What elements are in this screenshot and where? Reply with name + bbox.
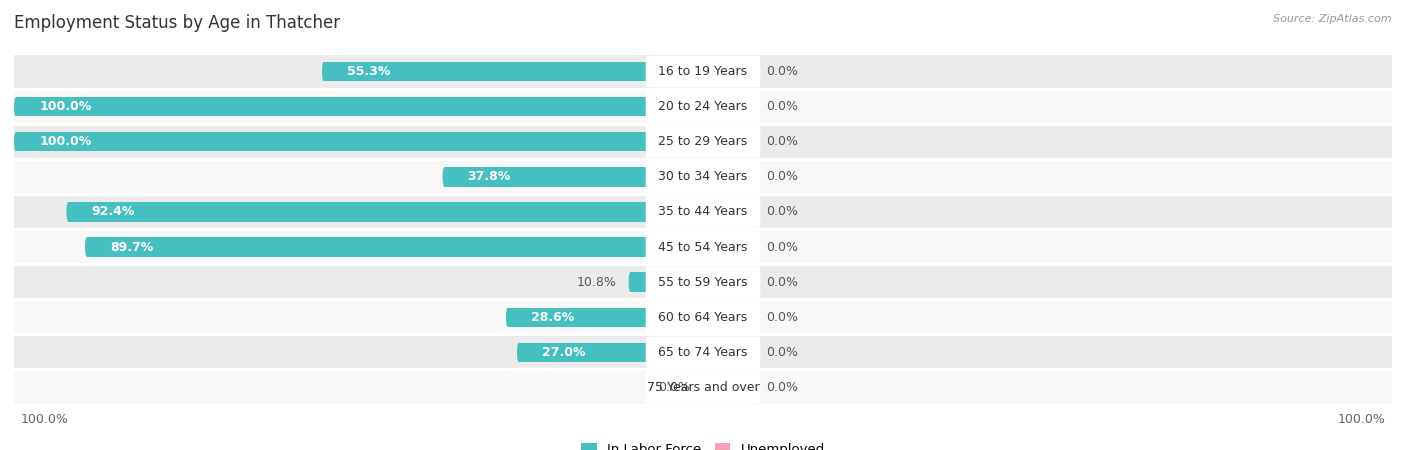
Text: 30 to 34 Years: 30 to 34 Years <box>658 171 748 183</box>
Bar <box>67 202 703 221</box>
Bar <box>703 238 751 256</box>
Circle shape <box>14 97 17 116</box>
Bar <box>14 90 1392 123</box>
Bar <box>15 97 703 116</box>
Text: 55.3%: 55.3% <box>347 65 391 78</box>
Text: 27.0%: 27.0% <box>543 346 585 359</box>
Text: 55 to 59 Years: 55 to 59 Years <box>658 276 748 288</box>
Circle shape <box>506 308 509 327</box>
Circle shape <box>749 202 754 221</box>
FancyBboxPatch shape <box>645 56 761 87</box>
Bar <box>444 167 703 186</box>
Text: 45 to 54 Years: 45 to 54 Years <box>658 241 748 253</box>
Text: 0.0%: 0.0% <box>766 241 797 253</box>
Bar <box>703 132 751 151</box>
Circle shape <box>749 308 754 327</box>
Text: 0.0%: 0.0% <box>766 381 797 394</box>
Text: 37.8%: 37.8% <box>468 171 510 183</box>
Text: 100.0%: 100.0% <box>39 100 91 113</box>
Text: 0.0%: 0.0% <box>766 311 797 324</box>
Bar <box>508 308 703 327</box>
Bar <box>703 202 751 221</box>
Circle shape <box>84 238 89 256</box>
FancyBboxPatch shape <box>645 126 761 158</box>
Text: 75 Years and over: 75 Years and over <box>647 381 759 394</box>
Circle shape <box>749 378 754 397</box>
Text: 0.0%: 0.0% <box>766 135 797 148</box>
Text: 0.0%: 0.0% <box>766 206 797 218</box>
Text: 89.7%: 89.7% <box>110 241 153 253</box>
Text: 0.0%: 0.0% <box>766 100 797 113</box>
Circle shape <box>628 273 633 292</box>
Circle shape <box>749 167 754 186</box>
Text: 60 to 64 Years: 60 to 64 Years <box>658 311 748 324</box>
Circle shape <box>749 273 754 292</box>
Text: 35 to 44 Years: 35 to 44 Years <box>658 206 748 218</box>
FancyBboxPatch shape <box>645 231 761 263</box>
Text: Source: ZipAtlas.com: Source: ZipAtlas.com <box>1274 14 1392 23</box>
Text: 0.0%: 0.0% <box>766 171 797 183</box>
FancyBboxPatch shape <box>645 372 761 403</box>
Bar <box>15 132 703 151</box>
Circle shape <box>322 62 325 81</box>
Bar <box>703 273 751 292</box>
Text: Employment Status by Age in Thatcher: Employment Status by Age in Thatcher <box>14 14 340 32</box>
Text: 100.0%: 100.0% <box>39 135 91 148</box>
Circle shape <box>517 343 520 362</box>
Bar <box>630 273 703 292</box>
Bar <box>14 126 1392 158</box>
Circle shape <box>443 167 446 186</box>
Text: 10.8%: 10.8% <box>576 276 616 288</box>
Circle shape <box>749 238 754 256</box>
Bar <box>703 378 751 397</box>
Bar <box>14 196 1392 228</box>
Text: 100.0%: 100.0% <box>1337 413 1386 426</box>
Text: 28.6%: 28.6% <box>531 311 574 324</box>
Text: 16 to 19 Years: 16 to 19 Years <box>658 65 748 78</box>
Text: 0.0%: 0.0% <box>658 381 690 394</box>
Circle shape <box>749 132 754 151</box>
Bar <box>14 161 1392 193</box>
FancyBboxPatch shape <box>645 266 761 298</box>
Bar <box>14 301 1392 333</box>
Text: 65 to 74 Years: 65 to 74 Years <box>658 346 748 359</box>
Legend: In Labor Force, Unemployed: In Labor Force, Unemployed <box>575 438 831 450</box>
Circle shape <box>749 62 754 81</box>
Bar <box>703 343 751 362</box>
Bar <box>703 97 751 116</box>
FancyBboxPatch shape <box>645 91 761 122</box>
Bar <box>14 266 1392 298</box>
Text: 20 to 24 Years: 20 to 24 Years <box>658 100 748 113</box>
Circle shape <box>66 202 70 221</box>
Circle shape <box>14 132 17 151</box>
Bar <box>14 336 1392 369</box>
Text: 0.0%: 0.0% <box>766 276 797 288</box>
FancyBboxPatch shape <box>645 302 761 333</box>
Text: 92.4%: 92.4% <box>91 206 135 218</box>
Bar <box>703 167 751 186</box>
Text: 0.0%: 0.0% <box>766 65 797 78</box>
Bar <box>323 62 703 81</box>
Bar <box>703 62 751 81</box>
Text: 0.0%: 0.0% <box>766 346 797 359</box>
Text: 25 to 29 Years: 25 to 29 Years <box>658 135 748 148</box>
FancyBboxPatch shape <box>645 161 761 193</box>
Circle shape <box>749 97 754 116</box>
FancyBboxPatch shape <box>645 196 761 228</box>
Circle shape <box>749 343 754 362</box>
Bar <box>87 238 703 256</box>
Bar <box>14 371 1392 404</box>
Text: 100.0%: 100.0% <box>20 413 69 426</box>
Bar <box>519 343 703 362</box>
FancyBboxPatch shape <box>645 337 761 368</box>
Bar <box>14 231 1392 263</box>
Bar <box>14 55 1392 88</box>
Bar <box>703 308 751 327</box>
